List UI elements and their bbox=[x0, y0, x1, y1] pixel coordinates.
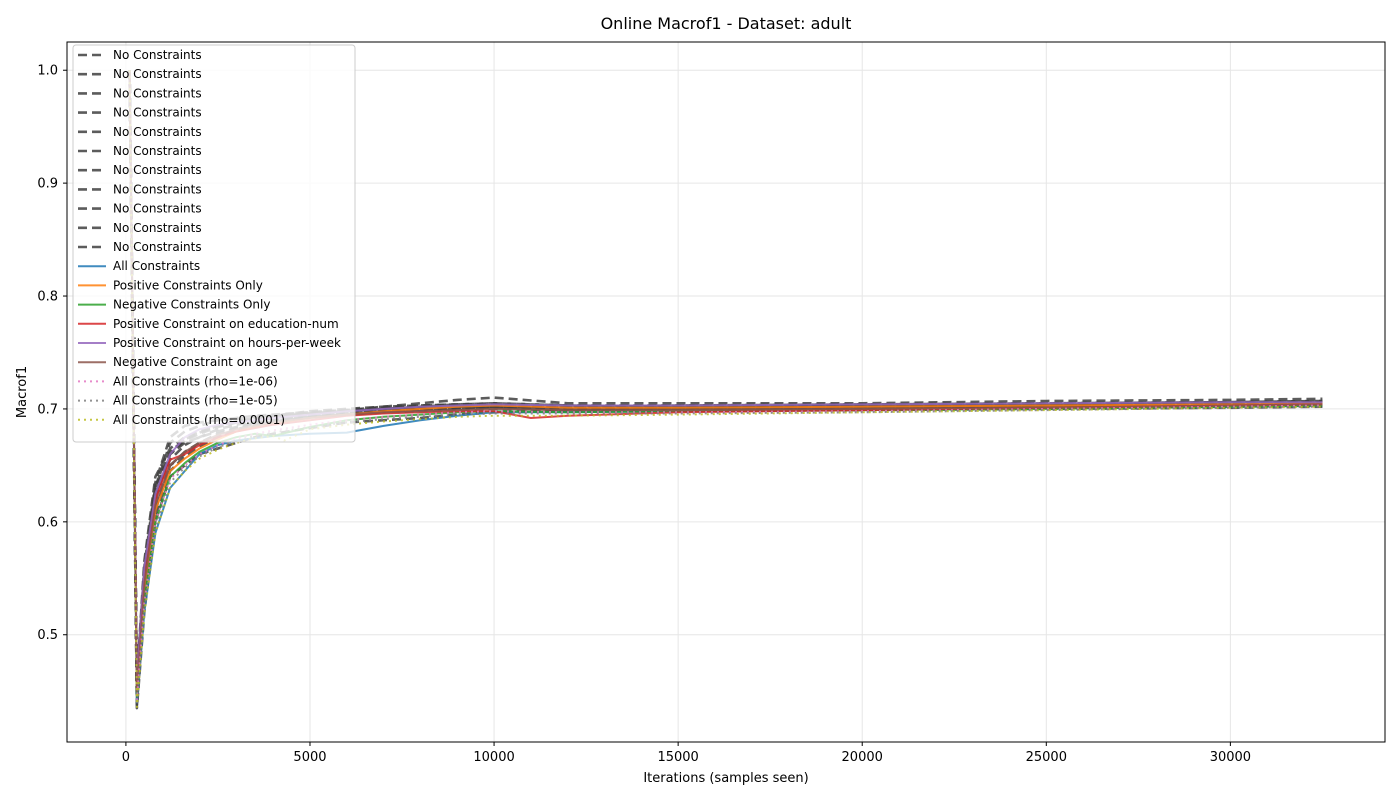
y-tick-label: 0.8 bbox=[37, 290, 58, 305]
legend: No Constraints No Constraints No Constrain… bbox=[72, 44, 356, 443]
x-tick-label: 0 bbox=[122, 750, 130, 765]
x-tick-label: 15000 bbox=[657, 750, 698, 765]
legend-box bbox=[72, 44, 356, 443]
legend-label: No Constraints bbox=[113, 106, 202, 120]
series-line bbox=[128, 70, 1323, 693]
legend-label: No Constraints bbox=[113, 48, 202, 62]
legend-label: All Constraints (rho=1e-06) bbox=[113, 374, 278, 388]
x-tick-label: 25000 bbox=[1026, 750, 1067, 765]
plot-area-frame bbox=[66, 41, 1386, 743]
legend-label: Negative Constraint on age bbox=[113, 355, 278, 369]
y-tick-label: 1.0 bbox=[37, 64, 58, 79]
legend-label: Positive Constraints Only bbox=[113, 278, 263, 292]
y-tick-label: 0.5 bbox=[37, 628, 58, 643]
legend-label: No Constraints bbox=[113, 144, 202, 158]
legend-label: No Constraints bbox=[113, 67, 202, 81]
y-tick-label: 0.9 bbox=[37, 177, 58, 192]
x-tick-label: 10000 bbox=[473, 750, 514, 765]
y-tick-label: 0.6 bbox=[37, 515, 58, 530]
legend-label: No Constraints bbox=[113, 221, 202, 235]
y-tick-label: 0.7 bbox=[37, 402, 58, 417]
legend-label: All Constraints (rho=1e-05) bbox=[113, 394, 278, 408]
axis-ticks: 0 5000 10000 15000 20000 25000 30000 0.5 0.6 0.7 0… bbox=[37, 64, 1251, 765]
legend-label: No Constraints bbox=[113, 182, 202, 196]
legend-label: No Constraints bbox=[113, 86, 202, 100]
y-axis-label: Macrof1 bbox=[15, 366, 30, 418]
x-tick-label: 5000 bbox=[293, 750, 326, 765]
legend-label: No Constraints bbox=[113, 125, 202, 139]
x-tick-label: 20000 bbox=[842, 750, 883, 765]
legend-label: No Constraints bbox=[113, 202, 202, 216]
legend-label: All Constraints (rho=0.0001) bbox=[113, 413, 285, 427]
legend-label: No Constraints bbox=[113, 163, 202, 177]
chart-title: Online Macrof1 - Dataset: adult bbox=[601, 14, 852, 33]
legend-label: All Constraints bbox=[113, 259, 200, 273]
legend-label: Positive Constraint on education-num bbox=[113, 317, 339, 331]
x-axis-label: Iterations (samples seen) bbox=[643, 771, 808, 786]
legend-label: No Constraints bbox=[113, 240, 202, 254]
legend-label: Negative Constraints Only bbox=[113, 298, 270, 312]
x-tick-label: 30000 bbox=[1210, 750, 1251, 765]
legend-label: Positive Constraint on hours-per-week bbox=[113, 336, 341, 350]
